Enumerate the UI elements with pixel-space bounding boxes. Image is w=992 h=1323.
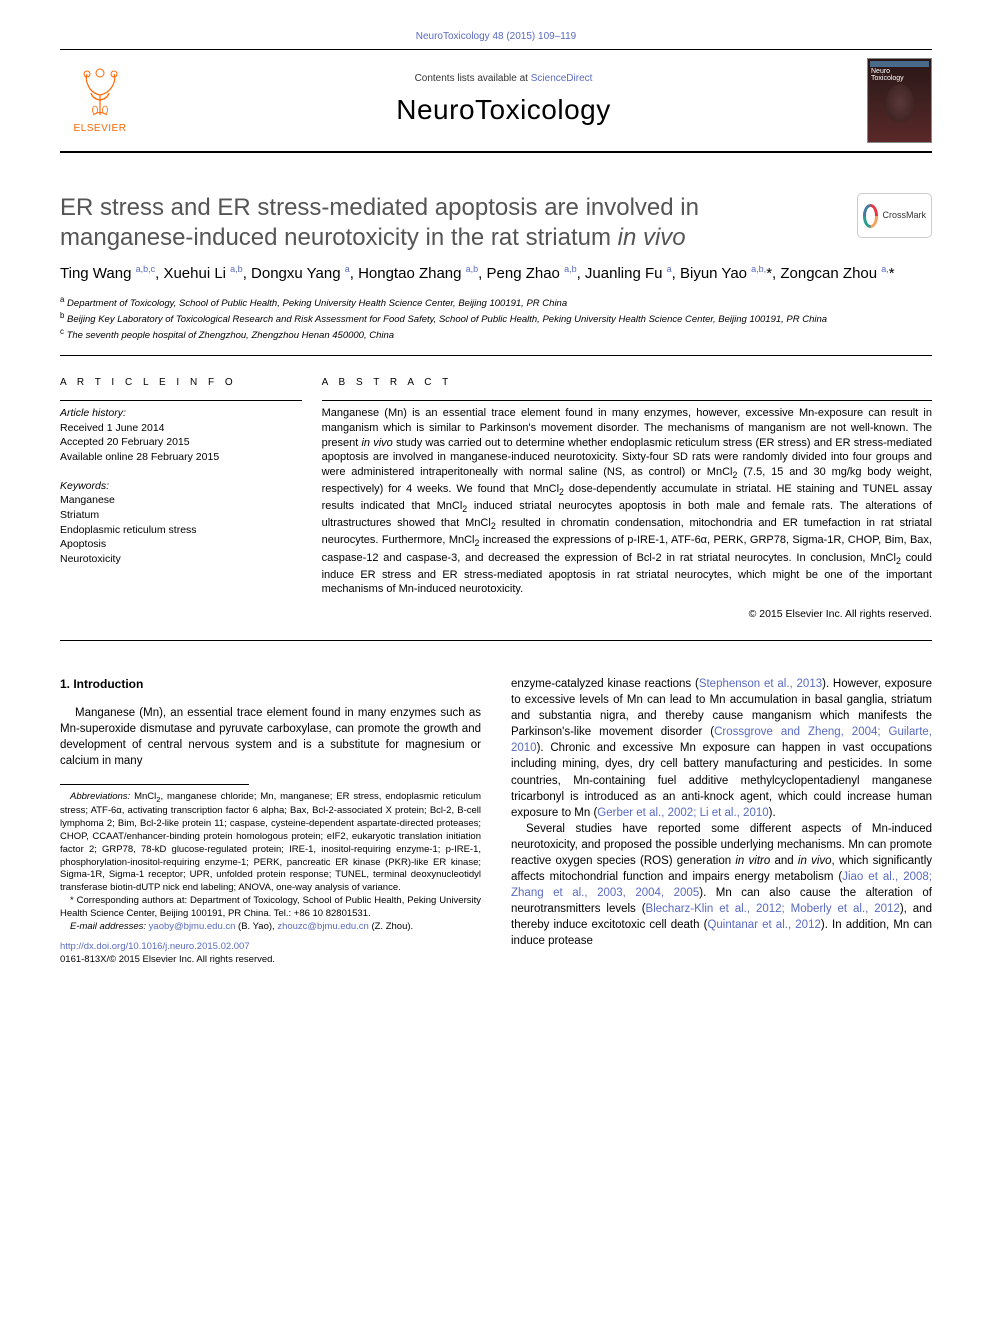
- keyword: Endoplasmic reticulum stress: [60, 523, 302, 538]
- intro-para-1: Manganese (Mn), an essential trace eleme…: [60, 705, 481, 769]
- publisher-logo: ELSEVIER: [60, 61, 140, 141]
- received-date: Received 1 June 2014: [60, 421, 302, 436]
- left-column: 1. Introduction Manganese (Mn), an essen…: [60, 676, 481, 966]
- affiliation-line: a Department of Toxicology, School of Pu…: [60, 294, 932, 310]
- email-link-2[interactable]: zhouzc@bjmu.edu.cn: [277, 921, 369, 932]
- abstract-copyright: © 2015 Elsevier Inc. All rights reserved…: [322, 607, 932, 622]
- email-link-1[interactable]: yaoby@bjmu.edu.cn: [149, 921, 236, 932]
- corresponding-author-footnote: * Corresponding authors at: Department o…: [60, 895, 481, 921]
- issn-copyright: 0161-813X/© 2015 Elsevier Inc. All right…: [60, 954, 481, 966]
- doi-link[interactable]: http://dx.doi.org/10.1016/j.neuro.2015.0…: [60, 941, 481, 953]
- publisher-name: ELSEVIER: [74, 122, 127, 136]
- intro-para-3: Several studies have reported some diffe…: [511, 821, 932, 950]
- article-title: ER stress and ER stress-mediated apoptos…: [60, 193, 837, 253]
- abstract-label: A B S T R A C T: [322, 376, 932, 390]
- affiliations: a Department of Toxicology, School of Pu…: [60, 294, 932, 356]
- affiliation-line: b Beijing Key Laboratory of Toxicologica…: [60, 310, 932, 326]
- cover-title-2: Toxicology: [870, 75, 904, 82]
- section-heading-intro: 1. Introduction: [60, 676, 481, 693]
- email-person-2: (Z. Zhou).: [369, 921, 413, 932]
- keyword: Manganese: [60, 493, 302, 508]
- abbreviations-footnote: Abbreviations: MnCl2, manganese chloride…: [60, 791, 481, 895]
- elsevier-tree-icon: [73, 65, 128, 120]
- abstract-text: Manganese (Mn) is an essential trace ele…: [322, 400, 932, 597]
- accepted-date: Accepted 20 February 2015: [60, 435, 302, 450]
- contents-prefix: Contents lists available at: [415, 73, 531, 84]
- abstract-panel: A B S T R A C T Manganese (Mn) is an ess…: [322, 376, 932, 640]
- journal-cover-thumbnail: Neuro Toxicology: [867, 58, 932, 143]
- article-info-label: A R T I C L E I N F O: [60, 376, 302, 390]
- right-column: enzyme-catalyzed kinase reactions (Steph…: [511, 676, 932, 966]
- email-footnote: E-mail addresses: yaoby@bjmu.edu.cn (B. …: [60, 921, 481, 934]
- crossmark-badge[interactable]: CrossMark: [857, 193, 932, 238]
- keywords-label: Keywords:: [60, 479, 302, 494]
- article-info-panel: A R T I C L E I N F O Article history: R…: [60, 376, 322, 640]
- sciencedirect-link[interactable]: ScienceDirect: [531, 73, 593, 84]
- journal-name: NeuroToxicology: [140, 90, 867, 129]
- online-date: Available online 28 February 2015: [60, 450, 302, 465]
- article-history-label: Article history:: [60, 406, 302, 421]
- keyword: Apoptosis: [60, 537, 302, 552]
- footnote-separator: [60, 784, 249, 785]
- email-person-1: (B. Yao),: [235, 921, 277, 932]
- journal-header: ELSEVIER Contents lists available at Sci…: [60, 49, 932, 153]
- keywords-list: ManganeseStriatumEndoplasmic reticulum s…: [60, 493, 302, 566]
- contents-available: Contents lists available at ScienceDirec…: [140, 72, 867, 86]
- cover-title-1: Neuro: [870, 68, 890, 75]
- affiliation-line: c The seventh people hospital of Zhengzh…: [60, 326, 932, 342]
- authors-list: Ting Wang a,b,c, Xuehui Li a,b, Dongxu Y…: [60, 263, 932, 286]
- email-label: E-mail addresses:: [70, 921, 149, 932]
- keyword: Neurotoxicity: [60, 552, 302, 567]
- crossmark-icon: [863, 204, 878, 228]
- journal-citation[interactable]: NeuroToxicology 48 (2015) 109–119: [60, 30, 932, 44]
- keyword: Striatum: [60, 508, 302, 523]
- intro-para-2: enzyme-catalyzed kinase reactions (Steph…: [511, 676, 932, 821]
- crossmark-label: CrossMark: [882, 209, 926, 222]
